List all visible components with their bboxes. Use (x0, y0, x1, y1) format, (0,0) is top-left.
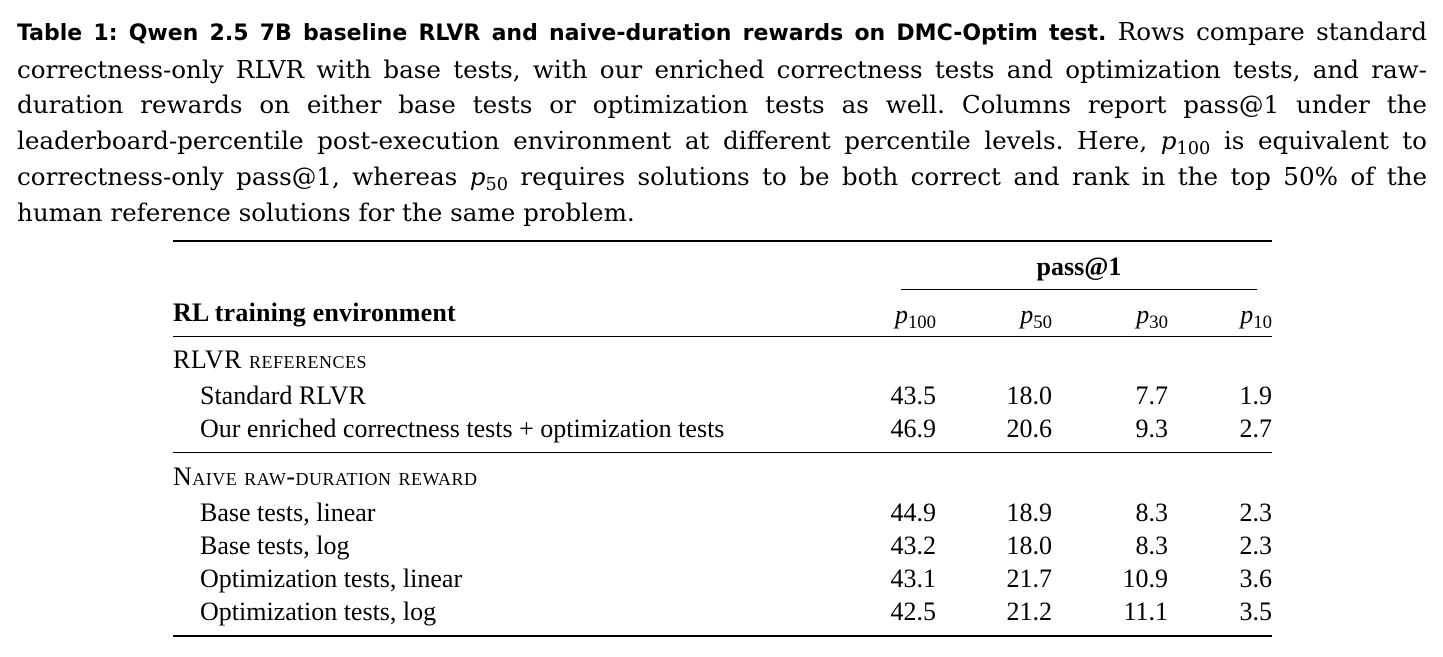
table-cell: 1.9 (1239, 381, 1273, 410)
row-label: Standard RLVR (200, 381, 366, 410)
row-label: Our enriched correctness tests + optimiz… (200, 414, 725, 443)
table-cell: 20.6 (1006, 414, 1053, 443)
bottom-rule (173, 635, 1272, 637)
caption-text-2: is equivalent to correctness-only pass@1… (17, 126, 1427, 191)
table-cell: 3.6 (1239, 564, 1273, 593)
table-cell: 2.3 (1239, 498, 1273, 527)
table-cell: 43.1 (890, 564, 937, 593)
table-cell: 46.9 (890, 414, 937, 443)
col-header-p10: p10 (1240, 300, 1272, 334)
table-cell: 18.0 (1006, 381, 1053, 410)
table-cell: 7.7 (1135, 381, 1169, 410)
col-header-p50: p50 (1020, 300, 1052, 334)
caption-label: Table 1: Qwen 2.5 7B baseline RLVR and n… (17, 21, 1107, 46)
header-rule (173, 336, 1272, 338)
caption-text-1: Rows compare standard correctness-only R… (17, 17, 1427, 156)
table-cell: 2.7 (1239, 414, 1273, 443)
caption-p50: p50 (469, 161, 508, 195)
section-title: Naive raw-duration reward (173, 462, 478, 491)
table-caption: Table 1: Qwen 2.5 7B baseline RLVR and n… (17, 14, 1427, 230)
pass-at-1-header: pass@1 (1036, 252, 1122, 281)
caption-text-3: requires solutions to be both correct an… (17, 161, 1427, 227)
table-cell: 18.9 (1006, 498, 1053, 527)
caption-p100: p100 (1160, 126, 1211, 160)
table-cell: 8.3 (1135, 531, 1169, 560)
row-label: Base tests, linear (200, 498, 376, 527)
table-cell: 9.3 (1135, 414, 1169, 443)
table-cell: 43.5 (890, 381, 937, 410)
table-cell: 11.1 (1123, 597, 1168, 626)
table-cell: 2.3 (1239, 531, 1273, 560)
row-label: Optimization tests, linear (200, 564, 463, 593)
col-header-p30: p30 (1136, 300, 1168, 334)
table-cell: 3.5 (1239, 597, 1273, 626)
table-cell: 10.9 (1122, 564, 1169, 593)
row-header: RL training environment (173, 298, 456, 327)
col-header-p100: p100 (894, 300, 936, 334)
section-title: RLVR references (173, 345, 367, 374)
row-label: Optimization tests, log (200, 597, 437, 626)
group-header-rule (901, 289, 1257, 290)
section-rule (173, 452, 1272, 454)
table-cell: 21.2 (1006, 597, 1053, 626)
table-cell: 43.2 (890, 531, 937, 560)
row-label: Base tests, log (200, 531, 350, 560)
table-cell: 18.0 (1006, 531, 1053, 560)
table-cell: 44.9 (890, 498, 937, 527)
table-cell: 21.7 (1006, 564, 1053, 593)
results-table: pass@1 RL training environment p100 p50 … (173, 240, 1272, 640)
table-cell: 8.3 (1135, 498, 1169, 527)
top-rule (173, 240, 1272, 242)
table-cell: 42.5 (890, 597, 937, 626)
